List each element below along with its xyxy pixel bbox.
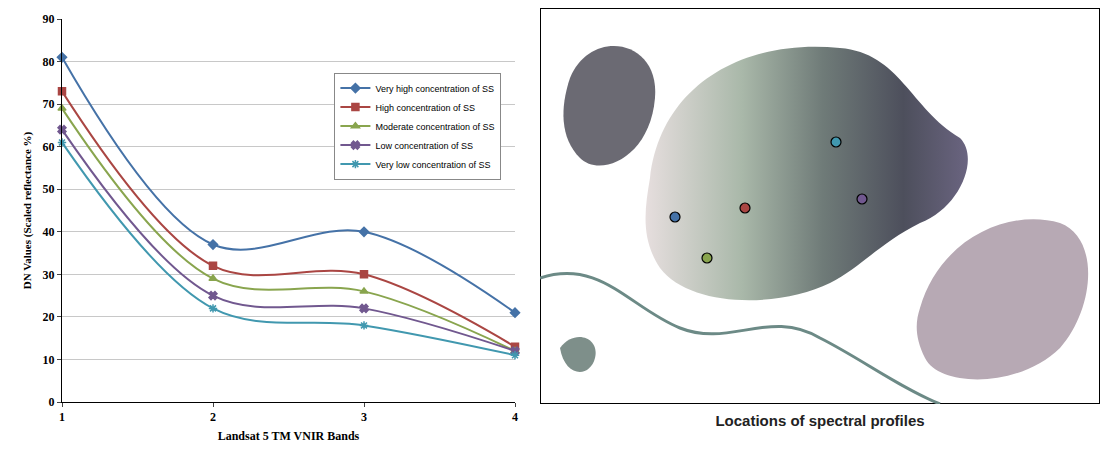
svg-text:Landsat 5 TM VNIR Bands: Landsat 5 TM VNIR Bands	[218, 429, 360, 443]
svg-text:Very low concentration of SS: Very low concentration of SS	[375, 160, 490, 170]
svg-text:30: 30	[43, 268, 55, 282]
svg-text:3: 3	[361, 410, 367, 424]
svg-text:40: 40	[43, 225, 55, 239]
svg-text:1: 1	[59, 410, 65, 424]
svg-text:2: 2	[210, 410, 216, 424]
svg-text:50: 50	[43, 182, 55, 196]
svg-text:DN Values (Scaled reflectance: DN Values (Scaled reflectance %)	[21, 131, 34, 289]
svg-text:High concentration of SS: High concentration of SS	[375, 103, 475, 113]
svg-text:4: 4	[512, 410, 518, 424]
html-text:Locations of spectral profiles: Locations of spectral profiles	[715, 412, 925, 429]
svg-text:0: 0	[49, 395, 55, 409]
svg-text:Very high concentration of SS: Very high concentration of SS	[375, 84, 494, 94]
svg-text:Low concentration of SS: Low concentration of SS	[375, 141, 473, 151]
svg-text:20: 20	[43, 310, 55, 324]
svg-text:90: 90	[43, 12, 55, 26]
svg-text:60: 60	[43, 140, 55, 154]
svg-text:80: 80	[43, 55, 55, 69]
svg-text:10: 10	[43, 353, 55, 367]
svg-text:Moderate concentration of SS: Moderate concentration of SS	[375, 122, 494, 132]
svg-text:70: 70	[43, 97, 55, 111]
